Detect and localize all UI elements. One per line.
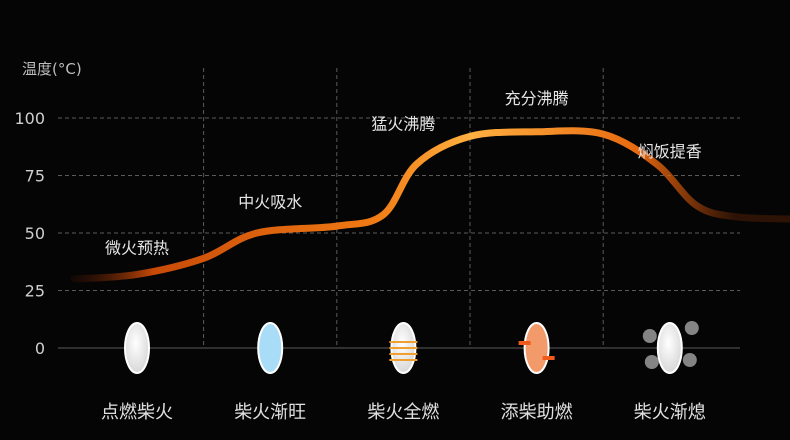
curve-annotation: 中火吸水 [238,193,302,212]
rice-grain-heat-rings-icon [389,322,418,374]
y-tick-label: 25 [25,282,45,301]
curve-annotation: 充分沸腾 [505,89,569,108]
rice-grain-steam-icon [642,321,699,374]
stage-label: 添柴助燃 [501,402,573,423]
stage-label: 柴火渐熄 [634,402,706,423]
curve-annotation: 焖饭提香 [638,142,702,161]
y-tick-label: 50 [25,224,45,243]
y-tick-label: 100 [14,109,45,128]
rice-grain-orange-arrows-icon [518,322,555,374]
curve-annotation: 猛火沸腾 [371,115,435,134]
curve-annotation: 微火预热 [105,239,169,258]
y-axis-label: 温度(°C) [22,60,82,78]
stage-label: 点燃柴火 [101,402,173,423]
temperature-line [70,127,790,283]
y-tick-label: 75 [25,167,45,186]
y-tick-label: 0 [35,339,45,358]
stage-label: 柴火全燃 [367,402,439,423]
stage-label: 柴火渐旺 [234,402,306,423]
rice-grain-white-icon [124,322,150,374]
rice-grain-blue-icon [257,322,284,374]
